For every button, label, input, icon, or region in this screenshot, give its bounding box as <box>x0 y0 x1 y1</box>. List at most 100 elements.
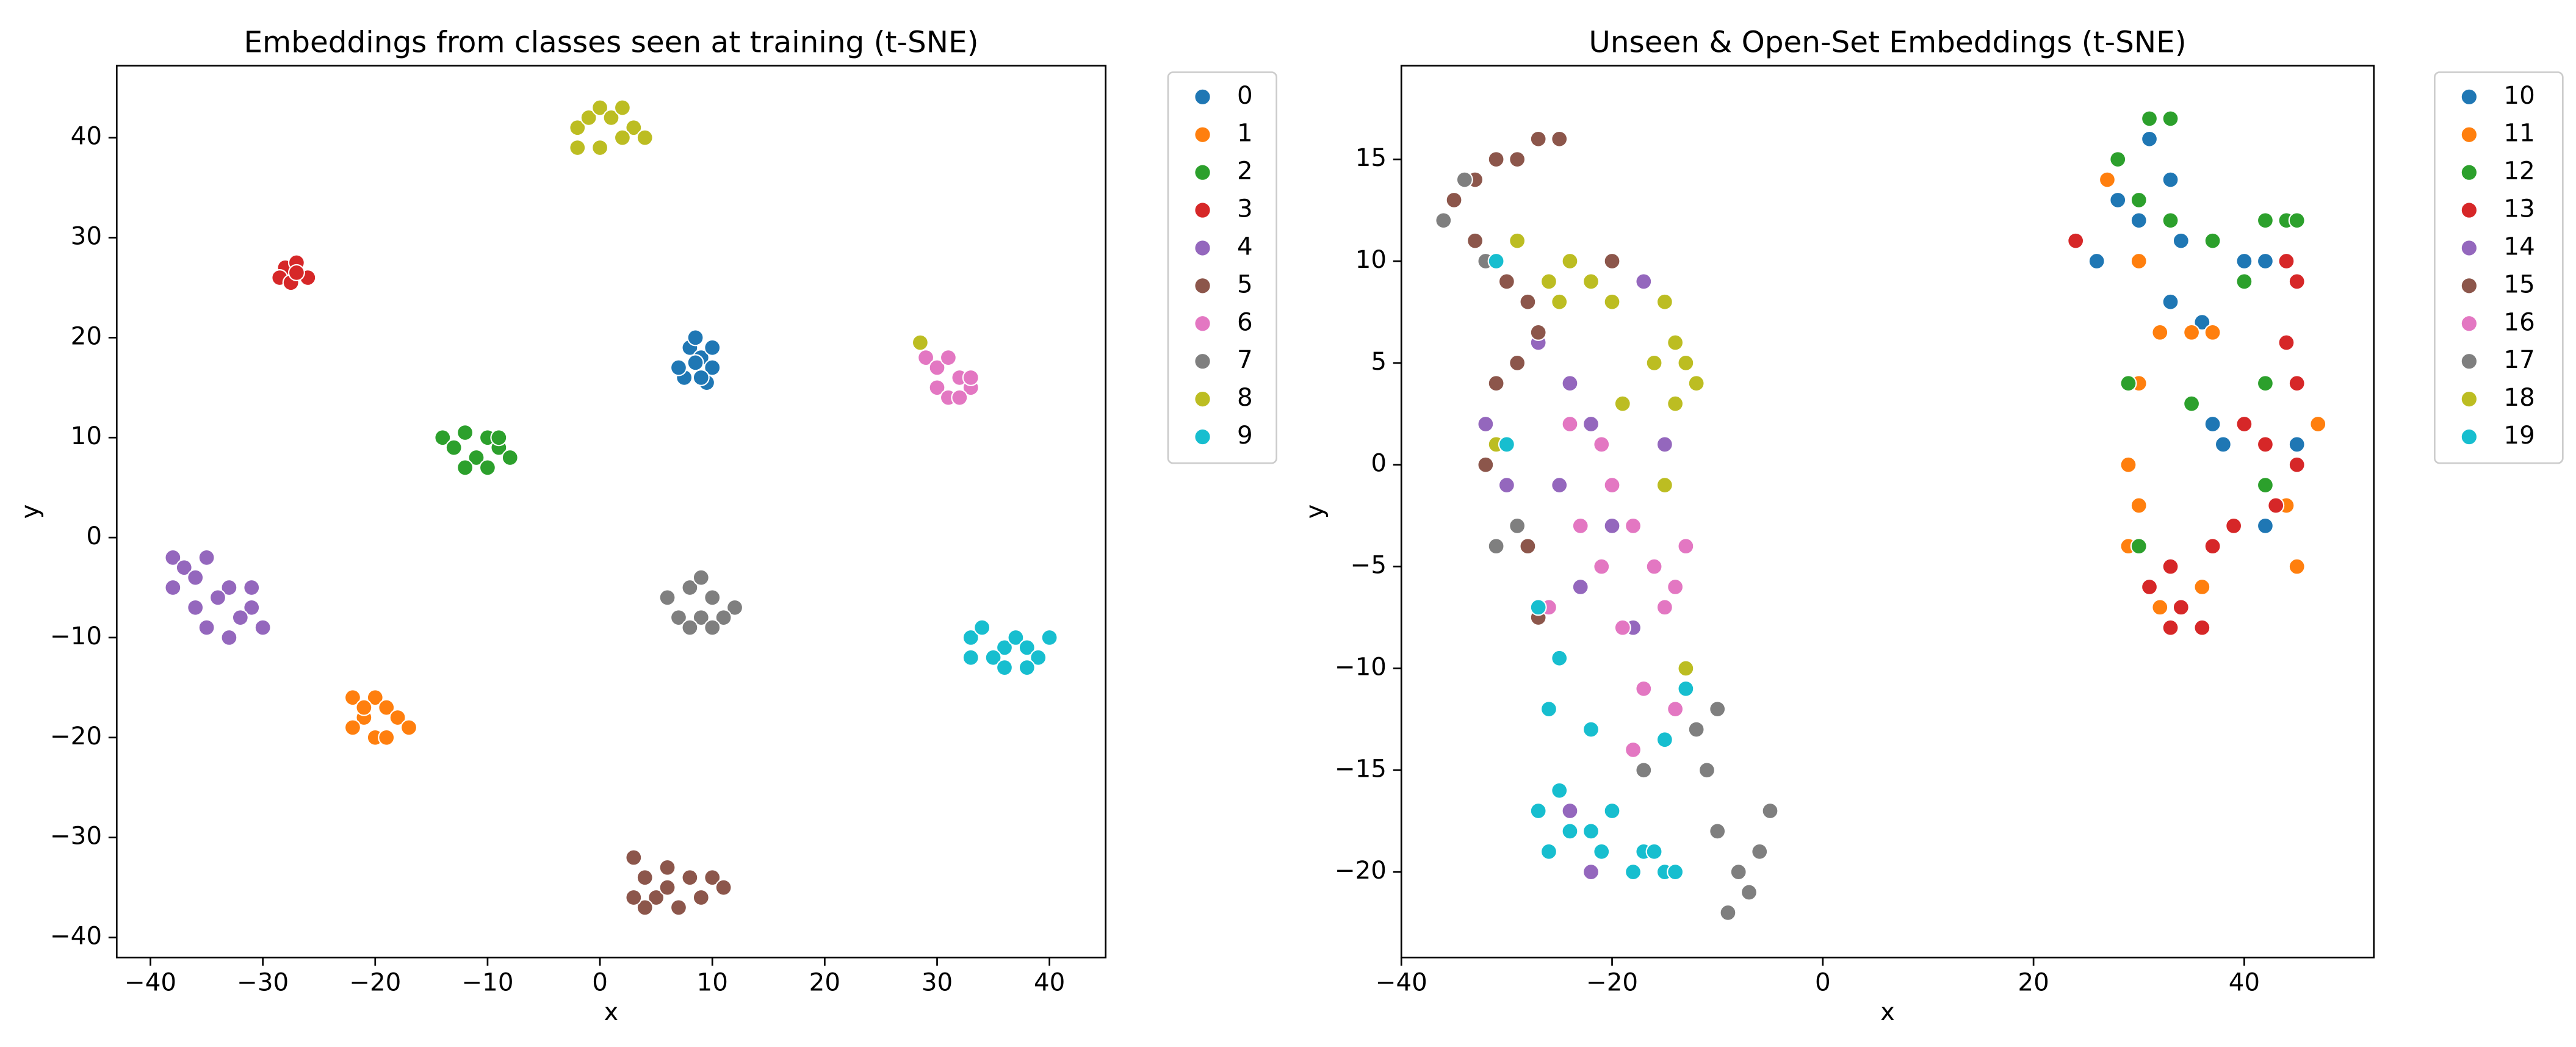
chart-title: Unseen & Open-Set Embeddings (t-SNE) <box>1589 26 2186 60</box>
plot-frame <box>1400 65 2375 959</box>
legend-marker <box>2461 354 2477 369</box>
point <box>1677 680 1695 697</box>
legend-label: 13 <box>2503 195 2535 223</box>
point <box>243 579 261 597</box>
legend-marker <box>2461 203 2477 218</box>
x-tick-label: −30 <box>237 968 289 996</box>
point <box>1645 354 1663 372</box>
point <box>687 354 704 372</box>
point <box>2141 130 2159 148</box>
point <box>198 619 215 636</box>
point <box>1498 273 1515 290</box>
point <box>1018 639 1036 657</box>
point <box>669 899 687 916</box>
point <box>625 119 643 137</box>
x-tick-label: 10 <box>697 968 728 996</box>
y-tick-label: 30 <box>71 222 102 251</box>
point <box>591 139 609 157</box>
point <box>1030 649 1047 666</box>
point <box>254 619 272 636</box>
y-tick-label: −10 <box>1335 652 1387 681</box>
legend-marker <box>1195 429 1210 445</box>
point <box>2151 599 2169 616</box>
point <box>1041 628 1058 646</box>
legend-marker <box>1195 203 1210 218</box>
point <box>704 589 721 606</box>
point <box>1551 130 1568 148</box>
point <box>2278 334 2295 351</box>
point <box>2088 253 2105 270</box>
point <box>2130 253 2148 270</box>
point <box>1698 761 1716 779</box>
legend-label: 2 <box>1237 157 1253 185</box>
point <box>1656 731 1673 749</box>
point <box>231 609 249 627</box>
point <box>1656 599 1673 616</box>
point <box>2288 456 2306 473</box>
point <box>648 888 665 906</box>
point <box>580 109 597 126</box>
plot-frame <box>115 65 1107 959</box>
point <box>1509 232 1526 250</box>
point <box>2162 110 2179 128</box>
point <box>1551 293 1568 311</box>
point <box>1529 802 1547 820</box>
point <box>2256 253 2274 270</box>
y-tick-label: −20 <box>50 722 102 750</box>
point <box>1487 151 1505 168</box>
point <box>1582 863 1600 881</box>
point <box>1571 517 1589 534</box>
point <box>2130 191 2148 209</box>
point <box>1625 517 1642 534</box>
point <box>220 579 238 597</box>
point <box>658 589 676 606</box>
point <box>1561 415 1579 433</box>
point <box>378 699 395 716</box>
point <box>1625 741 1642 758</box>
point <box>1540 273 1557 290</box>
legend-marker <box>2461 89 2477 104</box>
legend-marker <box>1195 127 1210 142</box>
legend-marker <box>1195 316 1210 331</box>
point <box>1667 700 1684 718</box>
point <box>602 109 620 126</box>
point <box>995 659 1013 677</box>
legend-marker <box>1195 240 1210 256</box>
point <box>2172 599 2190 616</box>
point <box>939 349 957 367</box>
point <box>198 549 215 566</box>
point <box>1751 843 1769 860</box>
point <box>209 589 226 606</box>
point <box>2256 477 2274 494</box>
y-tick-label: 10 <box>1355 245 1387 274</box>
legend-label: 6 <box>1237 308 1253 336</box>
point <box>636 899 654 916</box>
point <box>1582 415 1600 433</box>
point <box>1719 904 1737 921</box>
point <box>625 849 643 866</box>
point <box>726 599 744 616</box>
legend-marker <box>1195 391 1210 407</box>
x-axis-label: x <box>1880 998 1895 1026</box>
legend-marker <box>2461 165 2477 180</box>
point <box>2120 456 2137 473</box>
point <box>1435 212 1452 229</box>
point <box>1477 456 1495 473</box>
legend-label: 4 <box>1237 232 1253 261</box>
point <box>456 459 474 477</box>
y-tick-label: 5 <box>1371 347 1387 376</box>
point <box>1635 680 1653 697</box>
point <box>1709 822 1726 840</box>
point <box>2183 395 2201 412</box>
point <box>445 439 463 456</box>
point <box>2256 517 2274 534</box>
point <box>2193 314 2211 331</box>
legend-label: 17 <box>2503 345 2535 374</box>
point <box>344 689 361 707</box>
y-tick-label: −10 <box>50 622 102 650</box>
point <box>911 334 929 351</box>
legend-marker <box>1195 354 1210 369</box>
point <box>2130 538 2148 555</box>
point <box>658 879 676 896</box>
point <box>2278 253 2295 270</box>
